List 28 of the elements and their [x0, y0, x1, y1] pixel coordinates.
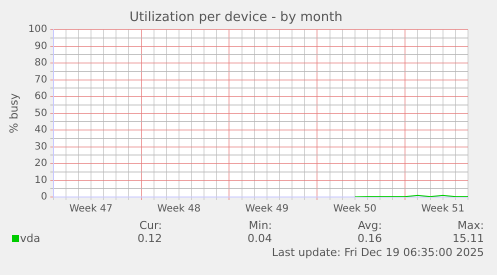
x-tick-label: Week 49 — [245, 204, 289, 215]
x-tick-label: Week 47 — [69, 204, 113, 215]
x-tick-label: Week 50 — [333, 204, 377, 215]
y-tick-label: 100 — [28, 24, 48, 36]
y-tick-label: 50 — [34, 108, 48, 119]
text: 15.11 — [452, 232, 484, 245]
text: Max: — [456, 219, 484, 232]
legend-label: vda — [20, 232, 40, 245]
text: Min: — [248, 219, 272, 232]
text: Last update: Fri Dec 19 06:35:00 2025 — [272, 246, 484, 259]
x-tick-label: Week 48 — [157, 204, 201, 215]
x-tick-label: Week 51 — [421, 204, 465, 215]
y-tick-label: 10 — [34, 174, 48, 186]
text: Avg: — [356, 219, 382, 232]
text: 0.04 — [246, 232, 272, 245]
text: 0.12 — [136, 232, 162, 245]
y-tick-label: 0 — [40, 192, 48, 203]
y-axis-title: % busy — [7, 92, 20, 134]
y-tick-label: 60 — [34, 91, 48, 102]
y-tick-label: 90 — [34, 40, 48, 52]
y-tick-label: 40 — [34, 124, 48, 136]
y-tick-label: 80 — [34, 58, 48, 69]
y-tick-label: 20 — [34, 158, 48, 170]
chart-title: Utilization per device - by month — [130, 10, 342, 26]
y-tick-label: 30 — [34, 141, 48, 152]
text: 0.16 — [356, 232, 382, 245]
y-tick-label: 70 — [34, 74, 48, 86]
text: Cur: — [138, 219, 162, 232]
